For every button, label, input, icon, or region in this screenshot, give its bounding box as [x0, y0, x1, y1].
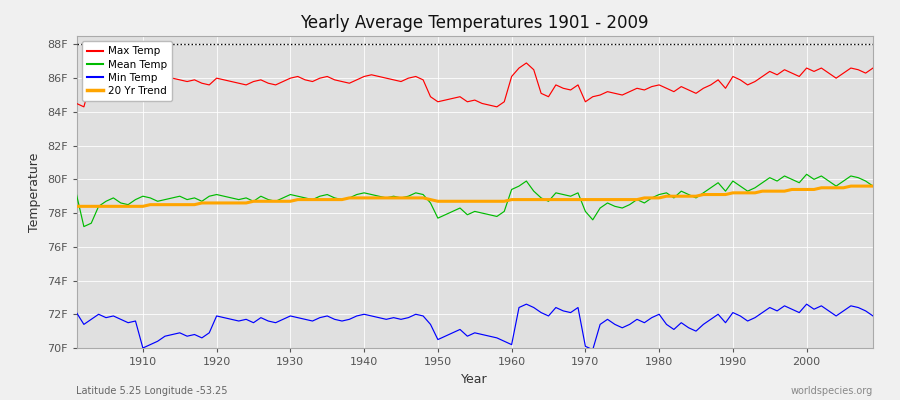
Text: worldspecies.org: worldspecies.org: [791, 386, 873, 396]
Title: Yearly Average Temperatures 1901 - 2009: Yearly Average Temperatures 1901 - 2009: [301, 14, 649, 32]
X-axis label: Year: Year: [462, 372, 488, 386]
Legend: Max Temp, Mean Temp, Min Temp, 20 Yr Trend: Max Temp, Mean Temp, Min Temp, 20 Yr Tre…: [82, 41, 172, 101]
Text: Latitude 5.25 Longitude -53.25: Latitude 5.25 Longitude -53.25: [76, 386, 228, 396]
Y-axis label: Temperature: Temperature: [28, 152, 41, 232]
